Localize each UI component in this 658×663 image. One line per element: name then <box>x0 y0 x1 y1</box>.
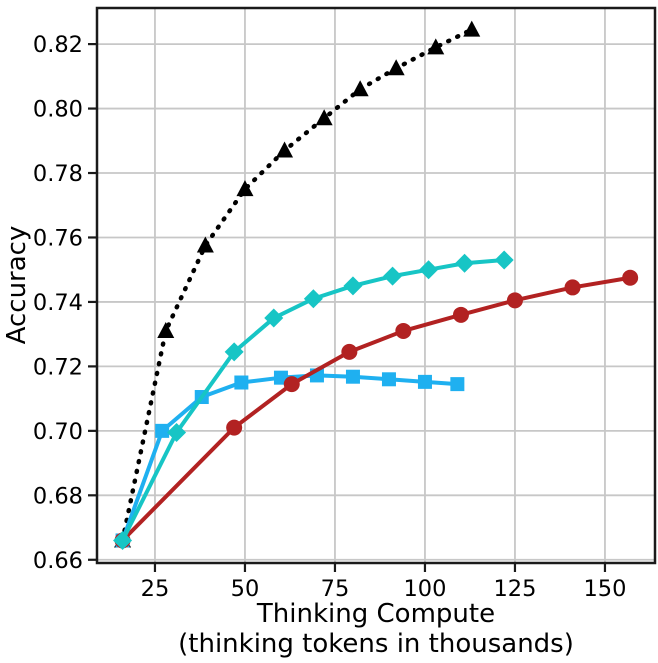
axes: 25 50 75 100 125 150 0.66 0.68 0.70 0.72 0.74 0.76 0… <box>33 6 657 602</box>
diamond-marker <box>455 253 475 273</box>
y-tick-label: 0.66 <box>33 548 83 574</box>
triangle-marker <box>387 59 405 76</box>
y-tick-label: 0.70 <box>33 419 83 445</box>
square-marker <box>234 375 249 390</box>
circle-marker <box>564 279 581 296</box>
x-tick-label: 125 <box>493 576 536 602</box>
x-tick-label: 100 <box>403 576 446 602</box>
triangle-marker <box>315 109 333 126</box>
x-axis-label-line2: (thinking tokens in thousands) <box>178 629 574 659</box>
triangle-marker <box>351 80 369 97</box>
y-tick-label: 0.80 <box>33 97 83 123</box>
diamond-marker <box>224 342 244 362</box>
series-teal-diamond <box>113 250 514 550</box>
triangle-marker <box>427 38 445 55</box>
series-line-teal-diamond <box>120 258 505 542</box>
x-tick-label: 25 <box>141 576 170 602</box>
circle-marker <box>452 306 469 323</box>
triangle-marker <box>236 180 254 197</box>
square-marker <box>155 423 170 438</box>
triangle-marker <box>276 141 294 158</box>
square-marker <box>381 372 396 387</box>
series-line-darkred-circle <box>121 275 631 542</box>
diamond-marker <box>264 308 284 328</box>
y-axis-label: Accuracy <box>2 226 32 345</box>
y-tick-label: 0.68 <box>33 483 83 509</box>
circle-marker <box>283 376 300 393</box>
diamond-marker <box>419 260 439 280</box>
series-blue-square <box>115 368 465 548</box>
plot-border <box>95 6 657 565</box>
diamond-marker <box>494 250 514 270</box>
circle-marker <box>506 292 523 309</box>
y-tick-label: 0.74 <box>33 290 83 316</box>
square-marker <box>450 377 465 392</box>
diamond-marker <box>303 289 323 309</box>
diamond-marker <box>383 266 403 286</box>
x-tick-label: 150 <box>583 576 626 602</box>
x-axis-label-line1: Thinking Compute <box>256 599 495 629</box>
x-tick-label: 50 <box>231 576 260 602</box>
circle-marker <box>226 419 243 436</box>
y-tick-label: 0.76 <box>33 225 83 251</box>
y-tick-label: 0.78 <box>33 161 83 187</box>
x-tick-label: 75 <box>321 576 350 602</box>
series-line-blue-square <box>120 373 458 542</box>
circle-marker <box>341 343 358 360</box>
y-tick-label: 0.82 <box>33 32 83 58</box>
circle-marker <box>622 269 639 286</box>
triangle-marker <box>463 20 481 37</box>
data-series <box>113 20 639 550</box>
diamond-marker <box>113 530 133 550</box>
triangle-marker <box>157 321 175 338</box>
y-tick-label: 0.72 <box>33 354 83 380</box>
gridlines <box>97 8 655 563</box>
circle-marker <box>395 322 412 339</box>
diamond-marker <box>343 276 363 296</box>
diamond-marker <box>167 422 187 442</box>
square-marker <box>345 369 360 384</box>
square-marker <box>417 374 432 389</box>
triangle-marker <box>196 236 214 253</box>
series-line-black-dotted-triangle <box>120 27 475 543</box>
